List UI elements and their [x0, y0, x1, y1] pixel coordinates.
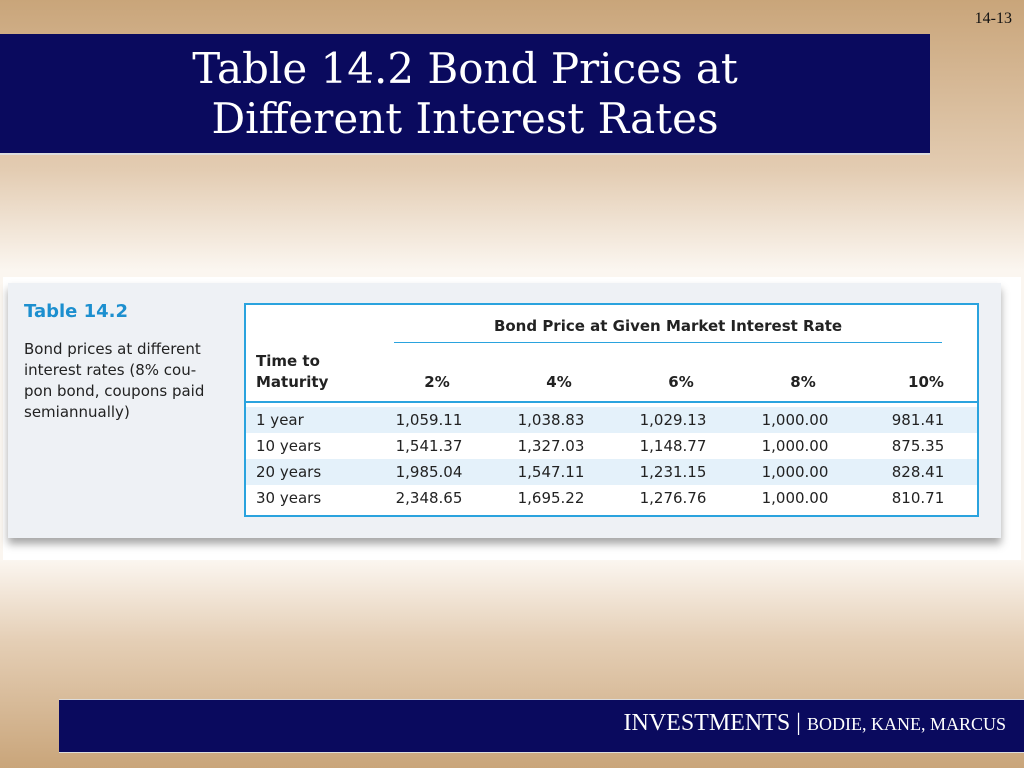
- footer-book-title: INVESTMENTS: [623, 710, 791, 736]
- footer-separator: |: [790, 710, 807, 736]
- maturity-cell: 10 years: [256, 437, 322, 455]
- price-cell: 1,000.00: [761, 463, 829, 481]
- slide-title-line-2: Different Interest Rates: [211, 93, 719, 143]
- footer-text: INVESTMENTS | BODIE, KANE, MARCUS: [624, 710, 1007, 737]
- maturity-cell: 20 years: [256, 463, 322, 481]
- column-header-4: 4%: [546, 373, 572, 391]
- table-card: Table 14.2 Bond prices at different inte…: [8, 283, 1001, 538]
- table-caption-title: Table 14.2: [24, 301, 129, 322]
- column-header-10: 10%: [908, 373, 944, 391]
- price-cell: 810.71: [891, 489, 945, 507]
- slide-title-line-1: Table 14.2 Bond Prices at: [192, 43, 738, 93]
- table-caption-text: Bond prices at different interest rates …: [24, 340, 205, 421]
- price-cell: 1,231.15: [639, 463, 707, 481]
- price-cell: 875.35: [891, 437, 945, 455]
- header-rule: [246, 401, 977, 403]
- column-header-2: 2%: [424, 373, 450, 391]
- row-header-time-to-maturity: Time to Maturity: [256, 352, 329, 391]
- price-cell: 1,000.00: [761, 437, 829, 455]
- page-number: 14-13: [974, 10, 1012, 27]
- price-cell: 1,038.83: [517, 411, 585, 429]
- footer-bar: INVESTMENTS | BODIE, KANE, MARCUS: [59, 699, 1024, 753]
- price-cell: 1,695.22: [517, 489, 585, 507]
- group-header: Bond Price at Given Market Interest Rate: [394, 317, 942, 343]
- footer-authors: BODIE, KANE, MARCUS: [806, 714, 1006, 734]
- slide-title-bar: Table 14.2 Bond Prices at Different Inte…: [0, 34, 930, 155]
- price-cell: 981.41: [891, 411, 945, 429]
- price-cell: 1,327.03: [517, 437, 585, 455]
- price-cell: 1,059.11: [395, 411, 463, 429]
- table-row: 30 years 2,348.65 1,695.22 1,276.76 1,00…: [246, 485, 977, 511]
- price-cell: 1,276.76: [639, 489, 707, 507]
- table-row: 10 years 1,541.37 1,327.03 1,148.77 1,00…: [246, 433, 977, 459]
- column-header-6: 6%: [668, 373, 694, 391]
- column-header-8: 8%: [790, 373, 816, 391]
- price-cell: 1,985.04: [395, 463, 463, 481]
- price-cell: 1,000.00: [761, 411, 829, 429]
- price-cell: 1,000.00: [761, 489, 829, 507]
- table-row: 1 year 1,059.11 1,038.83 1,029.13 1,000.…: [246, 407, 977, 433]
- price-cell: 1,029.13: [639, 411, 707, 429]
- price-cell: 1,547.11: [517, 463, 585, 481]
- price-cell: 1,148.77: [639, 437, 707, 455]
- table-row: 20 years 1,985.04 1,547.11 1,231.15 1,00…: [246, 459, 977, 485]
- table-panel: Table 14.2 Bond prices at different inte…: [3, 277, 1021, 560]
- price-cell: 828.41: [891, 463, 945, 481]
- bond-price-table: Bond Price at Given Market Interest Rate…: [244, 303, 979, 517]
- maturity-cell: 30 years: [256, 489, 322, 507]
- price-cell: 2,348.65: [395, 489, 463, 507]
- maturity-cell: 1 year: [256, 411, 304, 429]
- price-cell: 1,541.37: [395, 437, 463, 455]
